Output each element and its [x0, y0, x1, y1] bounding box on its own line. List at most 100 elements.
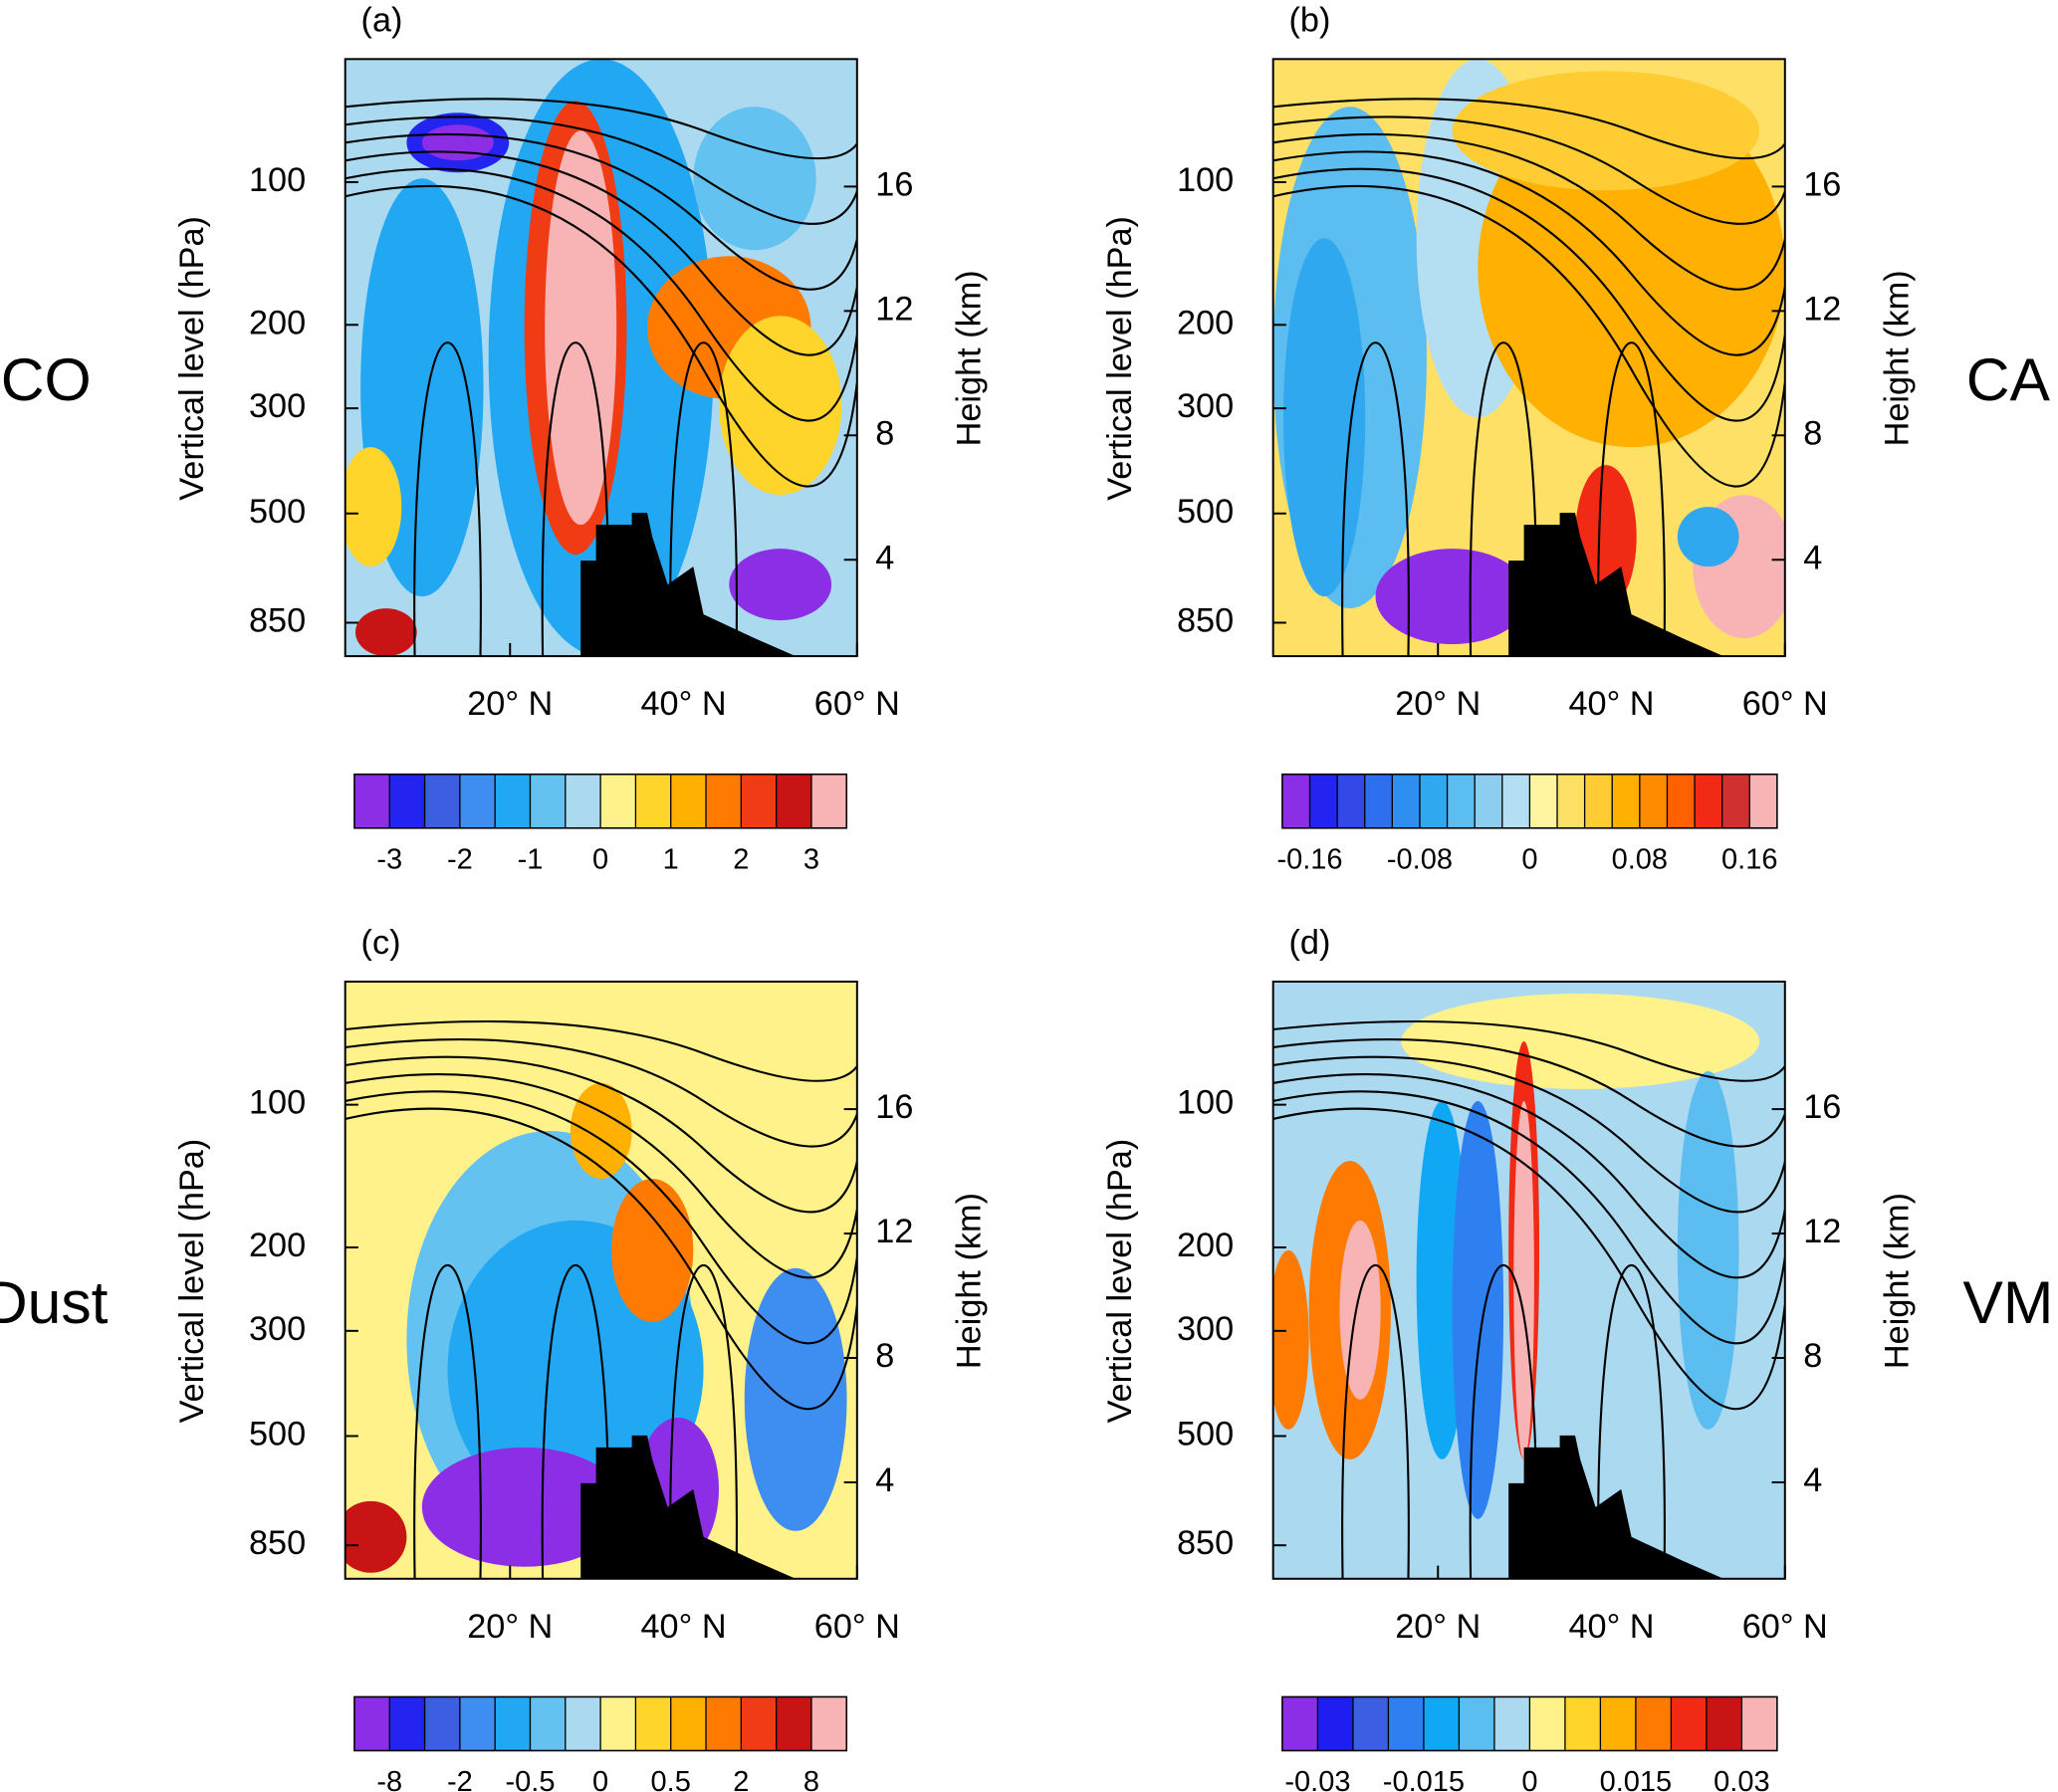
y-tick-label: 500 — [249, 493, 306, 531]
colorbar-swatch — [635, 1696, 672, 1751]
colorbar-swatch — [495, 1696, 531, 1751]
colorbar-tick-label: -2 — [447, 1766, 473, 1792]
field-region — [611, 1178, 694, 1322]
panel-title: (c) — [361, 924, 401, 962]
y-tick-label: 100 — [249, 1084, 306, 1122]
colorbar-swatch — [565, 774, 601, 828]
colorbar-tick-label: -0.015 — [1383, 1766, 1465, 1792]
colorbar-swatch — [1317, 1696, 1354, 1751]
field-region — [1513, 1100, 1534, 1459]
colorbar-swatch — [706, 1696, 742, 1751]
y2-tick-label: 16 — [875, 1088, 913, 1126]
field-region — [1375, 549, 1529, 645]
x-tick-label: 60° N — [1742, 685, 1828, 723]
field-region — [1677, 507, 1739, 567]
field-region — [421, 124, 494, 161]
y-tick-label: 300 — [1177, 1310, 1234, 1348]
field-region — [344, 1500, 407, 1573]
colorbar-swatch — [1352, 1696, 1389, 1751]
colorbar-swatch — [706, 774, 742, 828]
y-tick-label: 300 — [1177, 387, 1234, 425]
y-tick-label: 500 — [1177, 493, 1234, 531]
colorbar-frame — [353, 773, 848, 829]
colorbar-swatch — [1493, 1696, 1530, 1751]
contour-line — [541, 1264, 610, 1579]
colorbar-tick-label: -8 — [376, 1766, 402, 1792]
y-tick-label: 300 — [249, 387, 306, 425]
y2-tick-label: 4 — [875, 539, 894, 576]
contour-line — [344, 1038, 857, 1148]
x-tick-label: 20° N — [1395, 685, 1481, 723]
colorbar-tick-label: -0.08 — [1387, 843, 1453, 875]
colorbar-swatch — [1501, 774, 1530, 828]
contour-line — [344, 184, 857, 488]
colorbar-swatch — [741, 774, 778, 828]
panel-title: (b) — [1289, 1, 1331, 39]
colorbar-swatch — [635, 774, 672, 828]
colorbar-tick-label: 0 — [592, 1766, 608, 1792]
colorbar-swatch — [741, 1696, 778, 1751]
field-region — [1272, 1249, 1309, 1430]
colorbar-tick-label: -1 — [518, 843, 544, 875]
contour-line — [413, 1264, 482, 1579]
colorbar-swatch — [459, 774, 496, 828]
y2-tick-label: 8 — [875, 1337, 894, 1375]
contour-line — [1272, 1107, 1785, 1411]
colorbar-swatch — [1695, 774, 1723, 828]
colorbar-swatch — [1419, 774, 1448, 828]
colorbar-tick-label: 0.015 — [1600, 1766, 1673, 1792]
x-tick-label: 40° N — [1568, 685, 1654, 723]
row-label: CA — [1966, 345, 2051, 413]
contour-line — [344, 1090, 857, 1345]
y2-tick-label: 8 — [1803, 1337, 1822, 1375]
colorbar-swatch — [1600, 1696, 1637, 1751]
field-region — [344, 447, 402, 567]
field-region — [1282, 238, 1366, 597]
contour-line — [1272, 1090, 1785, 1345]
x-tick-label: 20° N — [467, 685, 553, 723]
y-tick-label: 100 — [1177, 161, 1234, 199]
field-region — [744, 1267, 847, 1531]
contour-line — [344, 1019, 857, 1082]
contour-line — [1469, 341, 1538, 657]
y2-tick-label: 16 — [1803, 1088, 1841, 1126]
colorbar-swatch — [1364, 774, 1393, 828]
y2-tick-label: 12 — [875, 290, 913, 328]
x-tick-label: 40° N — [640, 1608, 726, 1646]
y-tick-label: 850 — [249, 602, 306, 640]
colorbar-swatch — [1392, 774, 1421, 828]
plot-frame — [343, 981, 858, 1580]
y-axis-title: Vertical level (hPa) — [173, 216, 211, 501]
colorbar-tick-label: 0.08 — [1612, 843, 1668, 875]
colorbar-swatch — [1564, 1696, 1601, 1751]
colorbar-swatch — [1706, 1696, 1742, 1751]
y-tick-label: 200 — [249, 1227, 306, 1264]
colorbar-swatch — [810, 1696, 847, 1751]
plot-area — [344, 982, 857, 1579]
contour-line — [1272, 150, 1785, 356]
panel-title: (d) — [1289, 924, 1331, 962]
y2-axis-title: Height (km) — [1879, 270, 1917, 446]
colorbar-swatch — [1721, 774, 1750, 828]
plot-area — [1272, 59, 1785, 657]
contour-line — [1272, 132, 1785, 291]
colorbar-swatch — [1584, 774, 1613, 828]
y-axis-title: Vertical level (hPa) — [1101, 1139, 1139, 1424]
y-tick-label: 850 — [249, 1524, 306, 1562]
colorbar-swatch — [1557, 774, 1586, 828]
contour-line — [344, 98, 857, 160]
contour-line — [669, 1264, 738, 1579]
y2-tick-label: 16 — [875, 165, 913, 203]
field-region — [355, 608, 417, 657]
colorbar-swatch — [1749, 774, 1778, 828]
terrain — [580, 513, 797, 657]
contour-line — [1341, 1264, 1410, 1579]
y2-tick-label: 12 — [1803, 290, 1841, 328]
colorbar-tick-label: 0.5 — [651, 1766, 691, 1792]
colorbar-tick-label: 3 — [803, 843, 819, 875]
x-tick-label: 20° N — [467, 1608, 553, 1646]
y2-tick-label: 4 — [1803, 1461, 1822, 1499]
x-tick-label: 40° N — [1568, 1608, 1654, 1646]
colorbar-swatch — [495, 774, 531, 828]
colorbar-swatch — [1529, 774, 1558, 828]
